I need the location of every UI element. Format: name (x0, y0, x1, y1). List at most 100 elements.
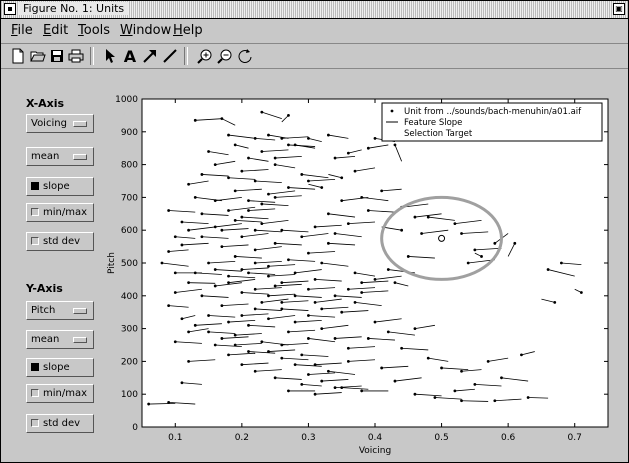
zoom-in-icon[interactable] (196, 47, 214, 65)
unit-point[interactable] (180, 220, 184, 224)
unit-point[interactable] (380, 189, 384, 193)
unit-point[interactable] (413, 392, 417, 396)
unit-point[interactable] (406, 255, 410, 258)
unit-point[interactable] (227, 209, 230, 212)
unit-point[interactable] (267, 192, 270, 196)
unit-point[interactable] (167, 209, 171, 212)
zoom-out-icon[interactable] (216, 47, 234, 65)
rotate-icon[interactable] (236, 47, 254, 65)
unit-point[interactable] (307, 314, 310, 317)
unit-point[interactable] (393, 143, 397, 147)
unit-point[interactable] (187, 228, 190, 232)
unit-point[interactable] (327, 133, 330, 137)
unit-point[interactable] (280, 136, 284, 140)
unit-point[interactable] (493, 241, 497, 245)
unit-point[interactable] (366, 209, 370, 212)
unit-point[interactable] (233, 189, 237, 193)
unit-point[interactable] (247, 209, 250, 212)
unit-point[interactable] (300, 382, 304, 386)
unit-point[interactable] (366, 337, 370, 340)
unit-point[interactable] (160, 261, 164, 265)
unit-point[interactable] (353, 169, 357, 173)
unit-point[interactable] (320, 261, 324, 265)
unit-point[interactable] (227, 320, 230, 324)
unit-point[interactable] (307, 287, 310, 291)
unit-point[interactable] (187, 360, 190, 363)
unit-point[interactable] (233, 333, 237, 337)
unit-point[interactable] (346, 222, 350, 226)
unit-point[interactable] (346, 151, 350, 155)
y-feature-popup[interactable]: Pitch (26, 301, 94, 320)
unit-point[interactable] (426, 356, 430, 360)
unit-point[interactable] (253, 228, 257, 232)
menu-window[interactable]: Window (120, 23, 172, 38)
unit-point[interactable] (520, 353, 523, 357)
unit-point[interactable] (213, 284, 217, 288)
text-icon[interactable]: A (123, 46, 137, 66)
unit-point[interactable] (366, 146, 370, 150)
x-slope-toggle[interactable]: slope (26, 177, 94, 196)
unit-point[interactable] (287, 258, 290, 262)
y-slope-toggle[interactable]: slope (26, 358, 94, 377)
unit-point[interactable] (173, 235, 177, 239)
unit-point[interactable] (460, 232, 463, 235)
unit-point[interactable] (260, 300, 264, 304)
x-stddev-toggle[interactable]: std dev (26, 232, 94, 251)
unit-point[interactable] (233, 218, 237, 222)
x-feature-popup[interactable]: Voicing (26, 114, 94, 133)
unit-point[interactable] (400, 346, 404, 350)
unit-point[interactable] (340, 310, 344, 314)
unit-point[interactable] (213, 199, 217, 203)
unit-point[interactable] (333, 232, 337, 235)
unit-point[interactable] (280, 228, 284, 232)
unit-point[interactable] (400, 228, 404, 232)
unit-point[interactable] (240, 363, 244, 367)
unit-point[interactable] (460, 399, 463, 403)
unit-point[interactable] (526, 396, 530, 399)
unit-point[interactable] (240, 291, 244, 294)
unit-point[interactable] (320, 307, 324, 311)
unit-point[interactable] (273, 196, 277, 199)
unit-point[interactable] (313, 278, 317, 281)
menu-edit[interactable]: Edit (43, 23, 69, 38)
unit-point[interactable] (273, 241, 277, 245)
unit-point[interactable] (300, 235, 304, 239)
menu-help[interactable]: Help (173, 23, 203, 38)
unit-point[interactable] (327, 241, 330, 245)
unit-point[interactable] (147, 402, 151, 406)
unit-point[interactable] (280, 356, 284, 360)
new-file-icon[interactable] (9, 47, 27, 65)
pointer-icon[interactable] (101, 47, 119, 65)
unit-point[interactable] (313, 392, 317, 396)
unit-point[interactable] (213, 225, 217, 229)
unit-point[interactable] (260, 150, 264, 153)
unit-point[interactable] (260, 202, 264, 206)
unit-point[interactable] (173, 271, 177, 275)
unit-point[interactable] (240, 169, 244, 173)
unit-point[interactable] (227, 353, 230, 357)
unit-point[interactable] (207, 261, 210, 265)
unit-point[interactable] (300, 353, 304, 357)
unit-point[interactable] (220, 304, 224, 308)
unit-point[interactable] (307, 337, 310, 340)
unit-point[interactable] (267, 294, 270, 298)
unit-point[interactable] (173, 291, 177, 294)
unit-point[interactable] (240, 314, 244, 317)
unit-point[interactable] (220, 337, 224, 340)
unit-point[interactable] (327, 369, 330, 373)
unit-point[interactable] (360, 389, 364, 393)
unit-point[interactable] (180, 243, 184, 247)
unit-point[interactable] (273, 156, 277, 160)
unit-point[interactable] (293, 294, 297, 298)
unit-point[interactable] (546, 268, 550, 271)
unit-point[interactable] (393, 379, 397, 383)
unit-point[interactable] (260, 222, 264, 226)
unit-point[interactable] (386, 330, 390, 334)
unit-point[interactable] (313, 300, 317, 304)
unit-point[interactable] (346, 360, 350, 363)
unit-point[interactable] (227, 274, 230, 278)
unit-point[interactable] (320, 379, 324, 383)
unit-point[interactable] (227, 281, 230, 285)
unit-point[interactable] (307, 136, 310, 140)
unit-point[interactable] (346, 346, 350, 350)
